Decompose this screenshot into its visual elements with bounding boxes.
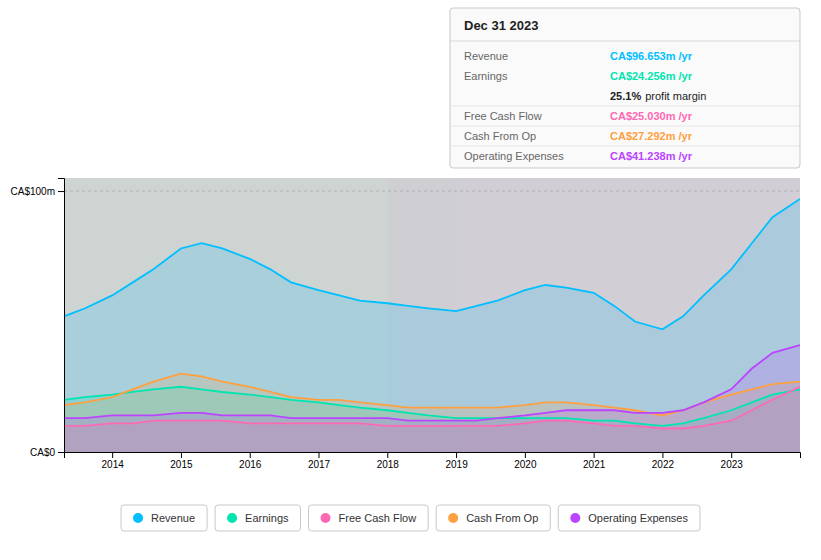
legend-swatch (448, 513, 458, 523)
legend-item: Revenue (121, 505, 207, 531)
grid (64, 191, 800, 452)
tick-label: CA$0 (30, 447, 55, 458)
info-value: CA$24.256m /yr (610, 70, 693, 82)
line (64, 199, 800, 329)
tick: 2019 (445, 452, 468, 470)
legend-item: Free Cash Flow (309, 505, 429, 531)
tick-label: 2016 (239, 459, 262, 470)
tick-mark (594, 452, 595, 458)
legend-label: Operating Expenses (588, 512, 688, 524)
tick: CA$100m (11, 186, 64, 197)
legend-frame (121, 505, 207, 531)
legend: Revenue Earnings Free Cash Flow Cash From O… (121, 505, 700, 531)
info-value: CA$25.030m /yr (610, 110, 693, 122)
legend-swatch (321, 513, 331, 523)
tick-label: 2019 (445, 459, 468, 470)
info-value: profit margin (645, 90, 706, 102)
tick-mark (112, 452, 113, 458)
tick: 2016 (239, 452, 262, 470)
legend-item: Earnings (215, 505, 300, 531)
tick-mark (250, 452, 251, 458)
grid-line (64, 191, 800, 192)
x-axis: 2014 2015 2016 2017 2018 2019 2020 2021 2022 2023 (65, 452, 801, 470)
legend-frame (558, 505, 700, 531)
separator (450, 41, 800, 42)
tick-mark (731, 452, 732, 458)
tick-mark (58, 452, 64, 453)
legend-swatch (227, 513, 237, 523)
legend-frame (309, 505, 429, 531)
tick-label: 2018 (377, 459, 400, 470)
tick-mark (456, 452, 457, 458)
y-axis: CA$0 CA$100m (11, 179, 65, 458)
separator (450, 126, 800, 127)
tick: CA$0 (30, 447, 64, 458)
legend-label: Revenue (151, 512, 195, 524)
info-label: Cash From Op (464, 130, 536, 142)
tick-mark (58, 191, 64, 192)
separator (450, 146, 800, 147)
separator (450, 106, 800, 107)
info-label: Operating Expenses (464, 150, 564, 162)
info-box-title: Dec 31 2023 (464, 18, 538, 33)
info-label: Revenue (464, 50, 508, 62)
tick: 2020 (514, 452, 537, 470)
tick-mark (387, 452, 388, 458)
tick: 2023 (721, 452, 744, 470)
info-label: Free Cash Flow (464, 110, 542, 122)
tick-label: 2022 (652, 459, 675, 470)
tick: 2015 (170, 452, 193, 470)
info-value: CA$96.653m /yr (610, 50, 693, 62)
legend-item: Cash From Op (436, 505, 550, 531)
tick: 2014 (102, 452, 125, 470)
legend-item: Operating Expenses (558, 505, 700, 531)
tick-mark (181, 452, 182, 458)
info-value: CA$27.292m /yr (610, 130, 693, 142)
info-value: CA$41.238m /yr (610, 150, 693, 162)
legend-label: Free Cash Flow (339, 512, 417, 524)
axis-line (58, 179, 65, 453)
tick-label: 2017 (308, 459, 331, 470)
tick-label: 2015 (170, 459, 193, 470)
legend-label: Cash From Op (466, 512, 538, 524)
plot-area (64, 178, 800, 452)
tick-label: 2021 (583, 459, 606, 470)
legend-swatch (570, 513, 580, 523)
line (64, 374, 800, 416)
info-emphasis: 25.1% (610, 90, 641, 102)
line (64, 345, 800, 421)
tick-label: 2014 (102, 459, 125, 470)
info-box-frame (450, 8, 800, 168)
tick-label: CA$100m (11, 186, 55, 197)
tick: 2018 (377, 452, 400, 470)
tick: 2017 (308, 452, 331, 470)
area (64, 199, 800, 452)
info-label: Earnings (464, 70, 508, 82)
legend-swatch (133, 513, 143, 523)
tick: 2021 (583, 452, 606, 470)
legend-label: Earnings (245, 512, 289, 524)
area (64, 345, 800, 452)
tick: 2022 (652, 452, 675, 470)
tick-label: 2020 (514, 459, 537, 470)
chart-svg: 2014 2015 2016 2017 2018 2019 2020 2021 2022 2023… (0, 0, 821, 560)
legend-frame (436, 505, 550, 531)
legend-frame (215, 505, 300, 531)
tick-mark (525, 452, 526, 458)
tick-label: 2023 (721, 459, 744, 470)
tick-mark (662, 452, 663, 458)
tick-mark (319, 452, 320, 458)
info-box: Dec 31 2023 Revenue CA$96.653m /yr Earnings… (450, 8, 800, 168)
axis-line (65, 453, 801, 459)
